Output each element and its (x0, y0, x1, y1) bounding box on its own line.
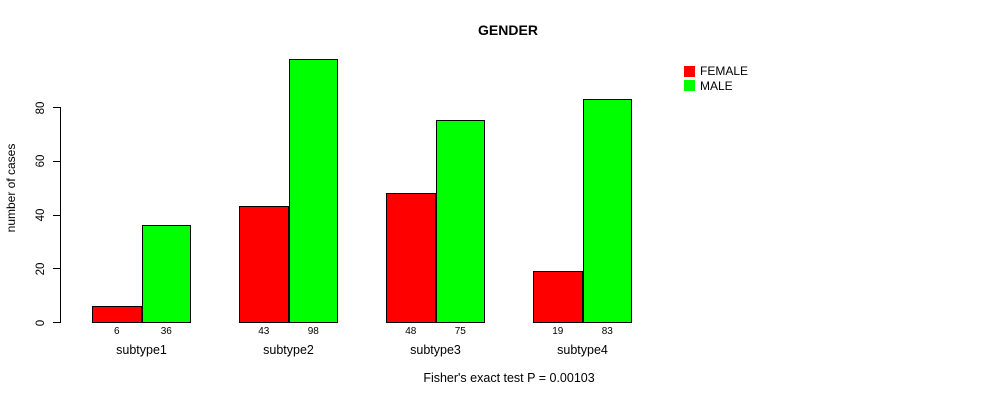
category-label-subtype3: subtype3 (410, 343, 461, 357)
legend-label-male: MALE (700, 78, 733, 93)
y-axis-tick (53, 214, 60, 216)
y-axis-tick (53, 160, 60, 162)
category-label-subtype1: subtype1 (116, 343, 167, 357)
bar-male-subtype3 (435, 120, 485, 323)
legend: FEMALE MALE (684, 64, 748, 93)
bar-male-subtype2 (288, 58, 338, 323)
y-axis-tick-label: 0 (35, 319, 47, 326)
chart-title: GENDER (478, 22, 538, 38)
bar-value-label: 98 (307, 326, 319, 337)
legend-row-female: FEMALE (684, 64, 748, 79)
bar-value-label: 43 (258, 326, 270, 337)
bar-value-label: 48 (405, 326, 417, 337)
y-axis-tick (53, 107, 60, 108)
y-axis-tick-label: 40 (35, 208, 47, 222)
legend-swatch-male (684, 80, 695, 92)
bar-value-label: 75 (454, 326, 466, 337)
bar-female-subtype3 (386, 193, 436, 323)
y-axis-tick-label: 80 (35, 101, 47, 114)
caption-fishers-test: Fisher's exact test P = 0.00103 (423, 371, 595, 385)
category-label-subtype4: subtype4 (557, 343, 608, 357)
bar-female-subtype1 (92, 305, 142, 323)
y-axis-tick-label: 20 (35, 262, 47, 276)
bar-male-subtype1 (141, 225, 191, 323)
y-axis-tick (53, 322, 60, 323)
legend-label-female: FEMALE (700, 64, 749, 79)
bar-value-label: 6 (113, 326, 120, 337)
bar-female-subtype2 (239, 206, 289, 323)
y-axis-label: number of cases (4, 143, 18, 233)
legend-row-male: MALE (684, 79, 748, 94)
bar-value-label: 19 (552, 326, 564, 337)
y-axis-line (60, 107, 61, 323)
y-axis-tick-label: 60 (35, 154, 47, 168)
y-axis-tick (53, 268, 60, 270)
legend-swatch-female (684, 65, 695, 77)
category-label-subtype2: subtype2 (263, 343, 314, 357)
bar-male-subtype4 (582, 98, 632, 323)
bar-female-subtype4 (533, 270, 583, 323)
bar-value-label: 83 (601, 326, 613, 337)
bar-value-label: 36 (160, 326, 172, 337)
